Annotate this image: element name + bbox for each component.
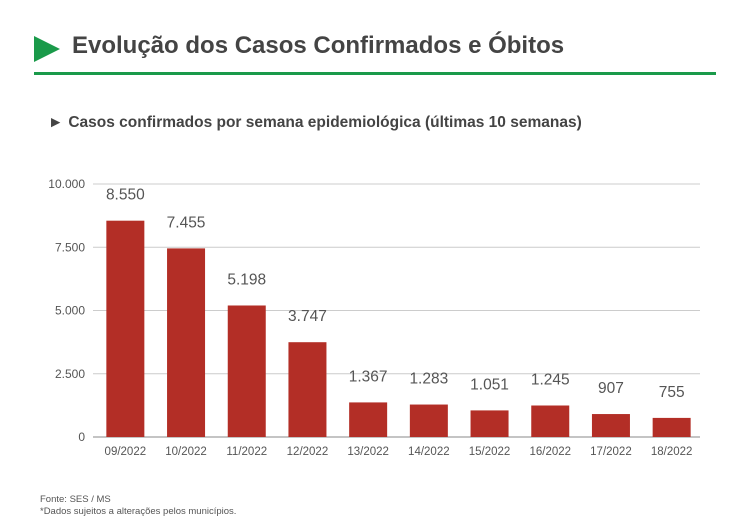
bar: [227, 305, 266, 437]
bar: [409, 404, 448, 437]
data-label: 1.367: [349, 368, 388, 385]
x-tick-label: 18/2022: [651, 446, 693, 458]
bar: [470, 410, 509, 437]
disclaimer-note: *Dados sujeitos a alterações pelos munic…: [40, 506, 237, 517]
y-tick-label: 0: [78, 430, 85, 444]
data-label: 1.283: [409, 371, 448, 388]
bar: [106, 220, 145, 437]
data-label: 5.198: [227, 271, 266, 288]
x-tick-label: 17/2022: [590, 446, 632, 458]
data-label: 1.245: [531, 372, 570, 389]
bar: [349, 402, 388, 437]
data-label: 1.051: [470, 376, 509, 393]
chart-subtitle: ► Casos confirmados por semana epidemioló…: [48, 114, 582, 132]
data-label: 755: [659, 384, 685, 401]
chart-subtitle-text: Casos confirmados por semana epidemiológ…: [68, 114, 582, 131]
x-tick-label: 10/2022: [165, 446, 207, 458]
play-triangle-icon: [34, 36, 60, 62]
source-note: Fonte: SES / MS: [40, 494, 111, 505]
bar: [531, 405, 570, 437]
bar: [591, 414, 630, 437]
subtitle-marker: ►: [48, 114, 64, 131]
y-tick-label: 10.000: [48, 177, 85, 191]
x-tick-label: 11/2022: [226, 446, 267, 458]
data-label: 8.550: [106, 187, 145, 204]
data-label: 907: [598, 380, 624, 397]
footer: Fonte: SES / MS *Dados sujeitos a altera…: [40, 494, 236, 518]
x-tick-label: 15/2022: [469, 446, 511, 458]
bar: [288, 342, 327, 437]
y-tick-label: 5.000: [55, 304, 85, 318]
header: Evolução dos Casos Confirmados e Óbitos: [34, 30, 716, 75]
x-tick-label: 14/2022: [408, 446, 450, 458]
x-tick-label: 12/2022: [287, 446, 329, 458]
data-label: 3.747: [288, 308, 327, 325]
y-tick-label: 2.500: [55, 367, 85, 381]
bar: [652, 417, 691, 437]
x-tick-label: 13/2022: [347, 446, 389, 458]
data-label: 7.455: [167, 214, 206, 231]
bar: [167, 248, 206, 437]
page-title: Evolução dos Casos Confirmados e Óbitos: [72, 32, 565, 59]
y-tick-label: 7.500: [55, 240, 85, 254]
x-tick-label: 16/2022: [529, 446, 571, 458]
x-tick-label: 09/2022: [105, 446, 147, 458]
